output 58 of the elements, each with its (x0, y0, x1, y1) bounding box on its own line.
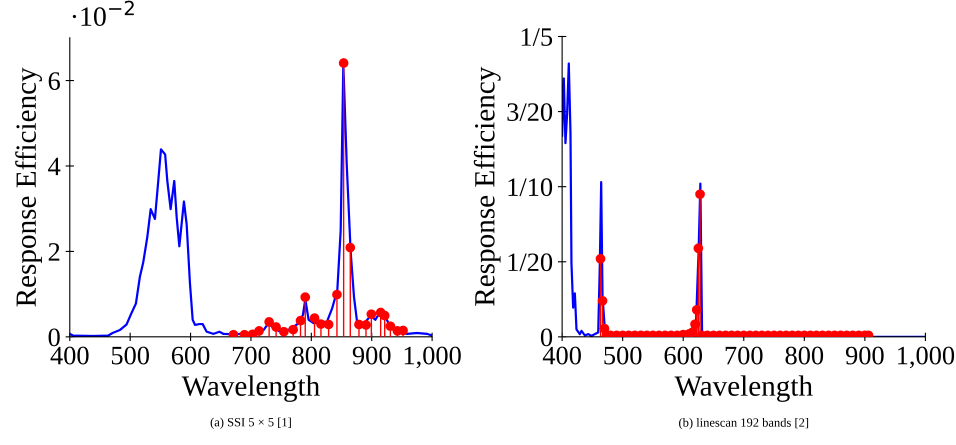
point (598, 296, 608, 306)
point (361, 320, 371, 330)
point (345, 242, 356, 252)
point (324, 320, 334, 330)
point (271, 322, 281, 332)
point (690, 319, 700, 330)
text: (a) SSI 5 × 5 [1] (210, 418, 291, 429)
point (288, 324, 298, 334)
x-tick-label: 600 (664, 346, 702, 364)
point (254, 326, 264, 336)
y-tick-label: 1/20 (508, 253, 552, 272)
point (240, 330, 250, 337)
x-tick-label: 700 (232, 346, 270, 364)
x-tick-label: 1,000 (898, 346, 954, 368)
x-tick-label: 600 (172, 346, 210, 364)
point (316, 319, 326, 329)
point (296, 316, 306, 326)
point (300, 292, 310, 302)
x-tick-label: 900 (846, 346, 884, 364)
x-tick-label: 700 (726, 346, 763, 364)
point (332, 290, 342, 300)
y-tick-label: 2 (48, 243, 60, 261)
point (338, 58, 349, 68)
point (695, 189, 705, 200)
point (264, 317, 274, 327)
point (380, 310, 390, 320)
x-tick-label: 1,000 (404, 346, 461, 368)
y-axis-title: Response Efficiency (474, 66, 501, 306)
point (692, 304, 702, 315)
y-axis-title: Response Efficiency (15, 67, 42, 307)
point (398, 326, 408, 336)
x-tick-label: 400 (542, 346, 581, 364)
text: ·10$^{−2}$ (72, 0, 134, 26)
point (279, 326, 289, 337)
point (228, 330, 238, 337)
point (366, 309, 376, 320)
x-axis-title: Wavelength (674, 375, 813, 402)
y-tick-label: 0 (540, 328, 552, 346)
x-tick-label: 500 (112, 346, 149, 364)
point (687, 328, 698, 337)
x-tick-label: 800 (786, 346, 824, 364)
point (693, 243, 704, 254)
x-axis-title: Wavelength (182, 375, 320, 402)
y-tick-label: 4 (48, 158, 60, 176)
y-tick-label: 1/10 (508, 178, 552, 196)
point (310, 313, 320, 323)
y-tick-label: 1/5 (522, 28, 552, 46)
x-tick-label: 500 (604, 346, 642, 364)
point (248, 329, 258, 337)
y-tick-label: 6 (48, 72, 60, 90)
y-tick-label: 3/20 (507, 103, 552, 121)
x-tick-label: 800 (292, 346, 330, 364)
text: (b) linescan 192 bands [2] (679, 418, 808, 430)
point (386, 321, 396, 332)
x-tick-label: 400 (50, 346, 89, 364)
point (596, 254, 606, 264)
y-tick-label: 0 (48, 328, 60, 346)
x-tick-label: 900 (352, 346, 391, 364)
